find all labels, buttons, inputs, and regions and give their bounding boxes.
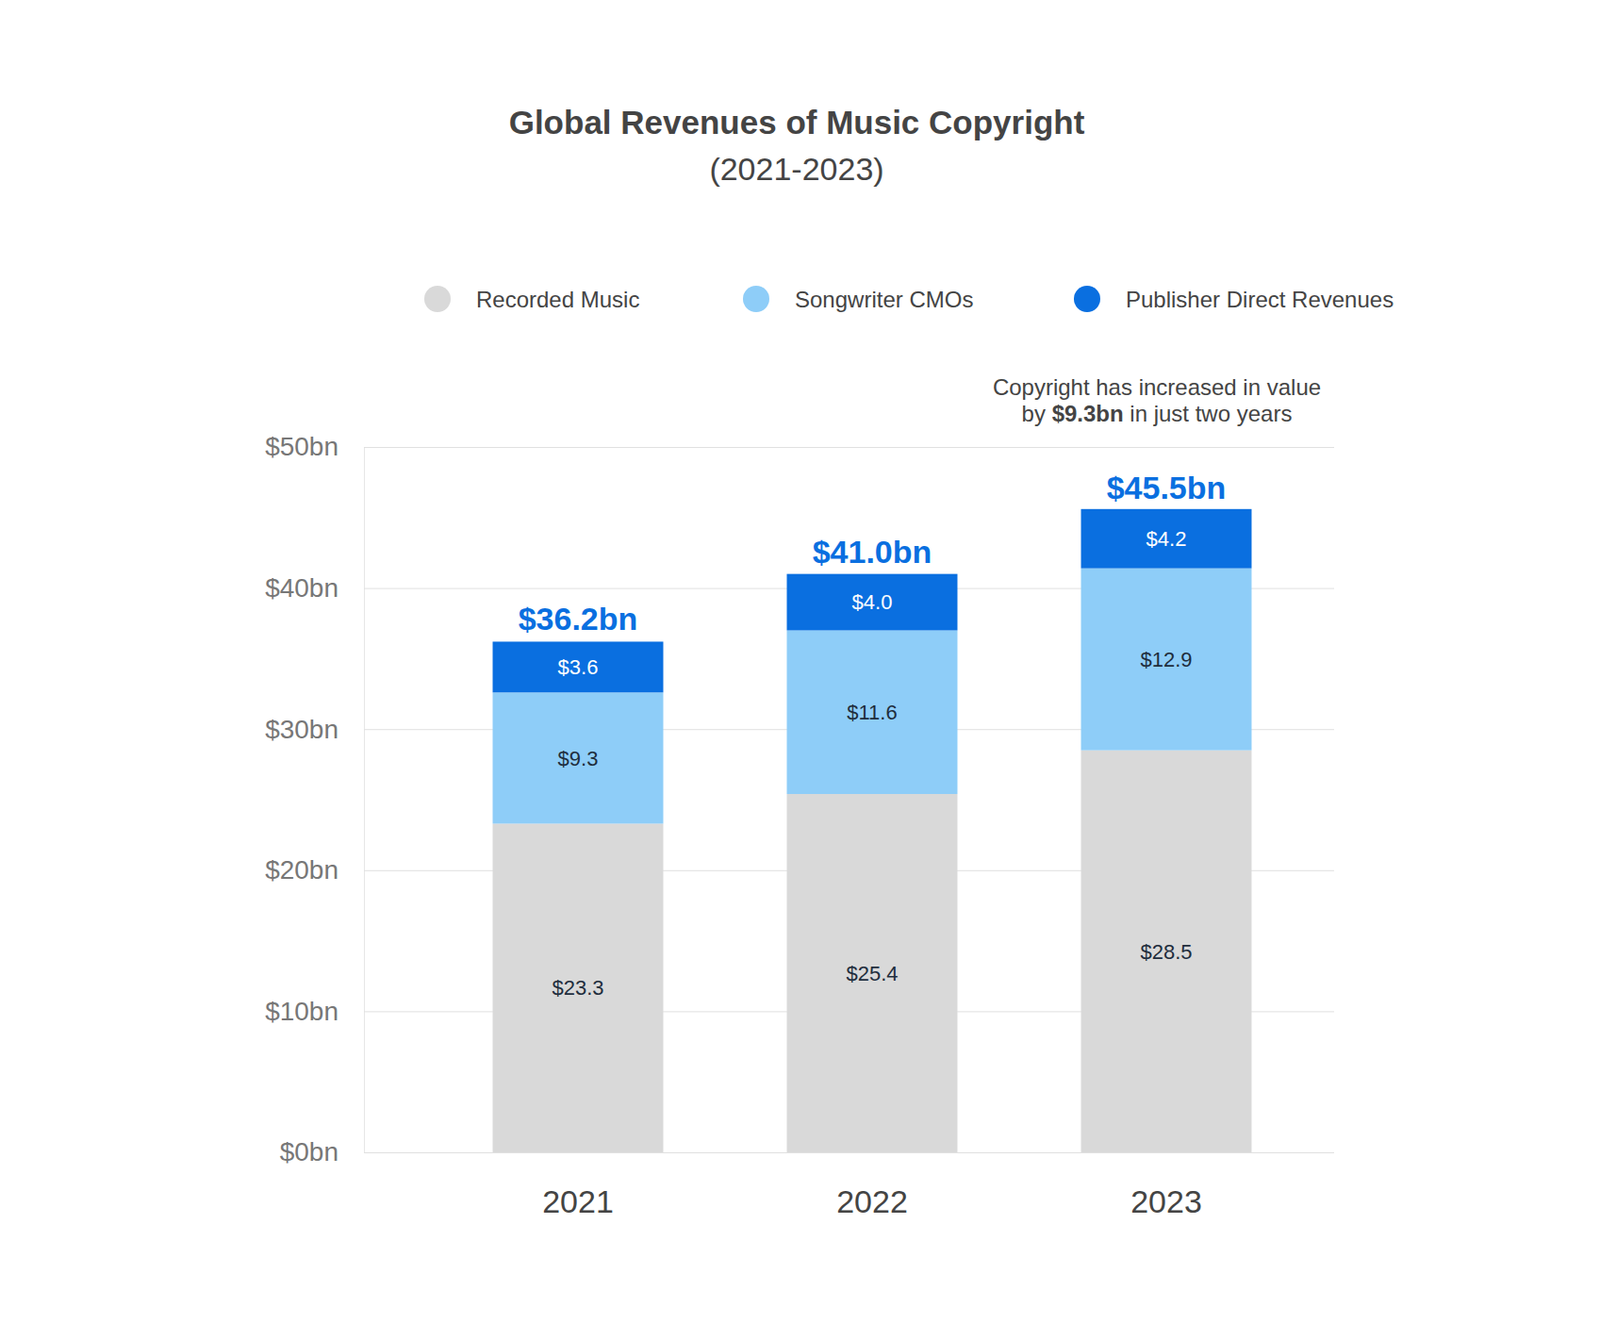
bar-segment (787, 574, 958, 631)
data-label: $12.9 (1139, 647, 1192, 672)
annotation-line: Copyright has increased in value (992, 374, 1321, 400)
legend: Recorded Music Songwriter CMOs Publisher D… (424, 285, 1394, 313)
legend-label: Publisher Direct Revenues (1125, 286, 1394, 313)
total-label: $45.5bn (1106, 469, 1227, 506)
data-label: $11.6 (846, 700, 897, 725)
annotation-line: by $9.3bn in just two years (1022, 400, 1293, 427)
legend-swatch (1073, 285, 1101, 313)
y-tick-label: $10bn (264, 996, 339, 1026)
x-tick: 2022 (836, 1152, 908, 1220)
legend-label: Songwriter CMOs (794, 286, 974, 313)
legend-swatch (742, 285, 770, 313)
bars (493, 509, 1253, 1153)
data-label: $4.2 (1146, 527, 1188, 551)
y-tick-label: $50bn (264, 431, 339, 462)
legend-swatch (424, 285, 451, 313)
total-label: $36.2bn (518, 600, 639, 637)
data-label: $9.3 (558, 746, 599, 771)
y-tick-label: $40bn (264, 573, 339, 603)
chart: Global Revenues of Music Copyright (2021-… (0, 0, 1600, 1323)
data-labels: $23.3 $25.4 $28.5 $9.3 $11.6 $12.9 $3.6 $4.0 $4.… (518, 469, 1227, 1000)
annotation-part: $9.3bn (1052, 400, 1124, 427)
x-axis: 2021 2022 2023 (431, 1152, 1315, 1220)
data-label: $4.0 (852, 590, 893, 614)
bar-segment (1081, 509, 1253, 569)
annotation: Copyright has increased in valueby $9.3b… (992, 374, 1321, 427)
title: Global Revenues of Music Copyright (509, 103, 1086, 141)
legend-label: Recorded Music (476, 286, 640, 313)
bar-segment (787, 629, 958, 794)
y-tick: $50bn (264, 431, 1335, 462)
data-label: $23.3 (551, 975, 604, 1000)
x-tick: 2021 (542, 1152, 614, 1220)
y-axis-line (364, 447, 1336, 1154)
x-tick-label: 2023 (1130, 1183, 1203, 1220)
subtitle: (2021-2023) (709, 150, 884, 187)
bar-segment (1081, 750, 1253, 1153)
bar-segment (493, 692, 664, 824)
y-axis: $0bn $10bn $20bn $30bn $40bn $50bn (264, 431, 1335, 1167)
annotation-part: in just two years (1123, 400, 1293, 427)
y-tick-label: $20bn (264, 855, 339, 885)
bar-segment (493, 641, 664, 693)
data-label: $25.4 (845, 961, 898, 986)
bar-segment (787, 793, 958, 1153)
x-tick: 2023 (1130, 1152, 1203, 1220)
y-tick-label: $30bn (264, 714, 339, 744)
x-axis-line (431, 1152, 1315, 1154)
bar-segment (493, 823, 664, 1153)
annotation-part: by (1022, 400, 1053, 427)
bar-segment (1081, 568, 1253, 751)
data-label: $3.6 (558, 655, 599, 679)
grid-line (363, 446, 1335, 448)
y-tick-label: $0bn (280, 1137, 339, 1167)
data-label: $28.5 (1139, 940, 1192, 964)
grid-line (363, 1152, 1335, 1154)
x-tick-label: 2022 (836, 1183, 908, 1220)
x-tick-label: 2021 (542, 1183, 614, 1220)
total-label: $41.0bn (812, 533, 933, 570)
